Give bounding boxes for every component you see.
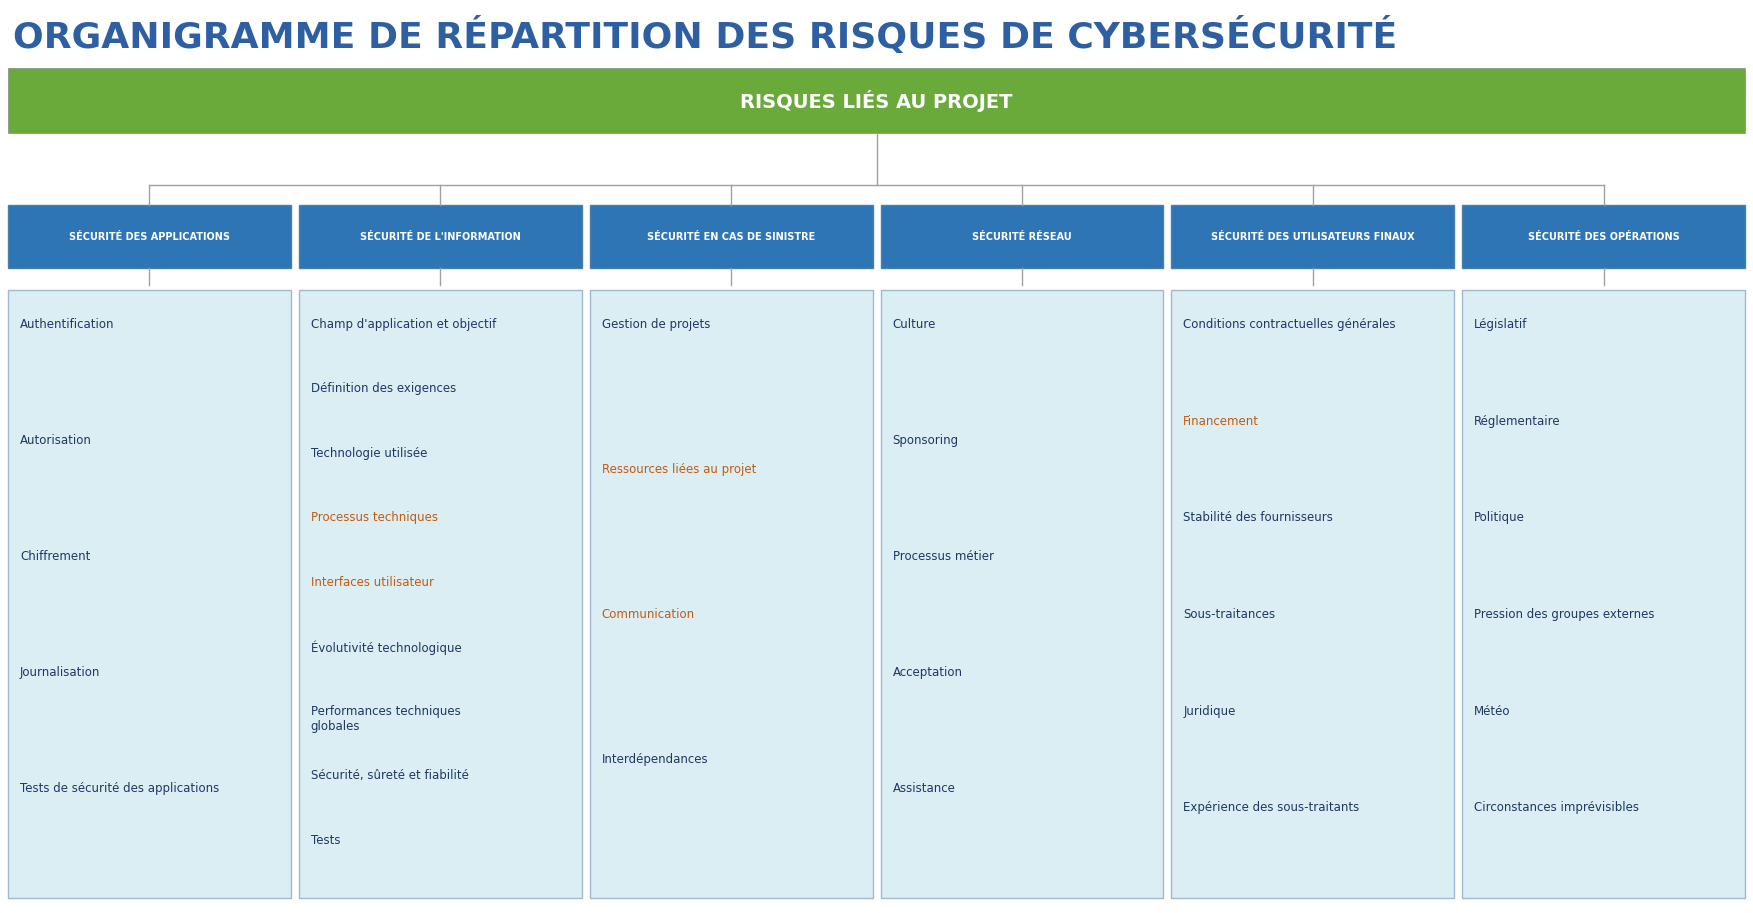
Text: Technologie utilisée: Technologie utilisée	[310, 446, 428, 460]
Text: Culture: Culture	[892, 318, 936, 331]
Text: Météo: Météo	[1474, 705, 1511, 718]
Text: Assistance: Assistance	[892, 782, 955, 795]
Text: Tests de sécurité des applications: Tests de sécurité des applications	[19, 782, 219, 795]
Text: Processus métier: Processus métier	[892, 550, 994, 563]
Text: Performances techniques
globales: Performances techniques globales	[310, 705, 461, 732]
Text: Autorisation: Autorisation	[19, 434, 91, 447]
Text: Ressources liées au projet: Ressources liées au projet	[601, 463, 756, 476]
Text: Journalisation: Journalisation	[19, 666, 100, 679]
Text: Pression des groupes externes: Pression des groupes externes	[1474, 608, 1655, 621]
Text: SÉCURITÉ DES UTILISATEURS FINAUX: SÉCURITÉ DES UTILISATEURS FINAUX	[1211, 232, 1415, 242]
Bar	[589, 290, 873, 898]
Bar	[589, 205, 873, 268]
Bar	[1171, 205, 1455, 268]
Bar	[298, 205, 582, 268]
Text: SÉCURITÉ RÉSEAU: SÉCURITÉ RÉSEAU	[973, 232, 1071, 242]
Text: Chiffrement: Chiffrement	[19, 550, 91, 563]
Text: Expérience des sous-traitants: Expérience des sous-traitants	[1183, 802, 1360, 814]
Text: Interfaces utilisateur: Interfaces utilisateur	[310, 576, 433, 589]
Text: Politique: Politique	[1474, 511, 1525, 524]
Bar	[9, 290, 291, 898]
Text: Financement: Financement	[1183, 415, 1259, 427]
Text: Réglementaire: Réglementaire	[1474, 415, 1560, 427]
Text: Législatif: Législatif	[1474, 318, 1527, 331]
Text: ORGANIGRAMME DE RÉPARTITION DES RISQUES DE CYBERSÉCURITÉ: ORGANIGRAMME DE RÉPARTITION DES RISQUES …	[12, 17, 1397, 56]
Bar	[1171, 290, 1455, 898]
Text: Sécurité, sûreté et fiabilité: Sécurité, sûreté et fiabilité	[310, 769, 468, 782]
Bar	[298, 290, 582, 898]
Text: Circonstances imprévisibles: Circonstances imprévisibles	[1474, 802, 1639, 814]
Text: Stabilité des fournisseurs: Stabilité des fournisseurs	[1183, 511, 1334, 524]
Text: RISQUES LIÉS AU PROJET: RISQUES LIÉS AU PROJET	[740, 89, 1013, 111]
Bar	[0, 5, 1753, 68]
Text: Communication: Communication	[601, 608, 694, 621]
Bar	[9, 68, 1744, 133]
Text: Conditions contractuelles générales: Conditions contractuelles générales	[1183, 318, 1395, 331]
Text: Juridique: Juridique	[1183, 705, 1236, 718]
Bar	[1462, 290, 1744, 898]
Text: Authentification: Authentification	[19, 318, 114, 331]
Text: Champ d'application et objectif: Champ d'application et objectif	[310, 318, 496, 331]
Text: Sous-traitances: Sous-traitances	[1183, 608, 1276, 621]
Text: SÉCURITÉ DE L'INFORMATION: SÉCURITÉ DE L'INFORMATION	[359, 232, 521, 242]
Bar	[880, 290, 1164, 898]
Bar	[880, 205, 1164, 268]
Text: SÉCURITÉ DES OPÉRATIONS: SÉCURITÉ DES OPÉRATIONS	[1527, 232, 1679, 242]
Text: Définition des exigences: Définition des exigences	[310, 383, 456, 395]
Text: Tests: Tests	[310, 834, 340, 846]
Text: Interdépendances: Interdépendances	[601, 753, 708, 766]
Bar	[1462, 205, 1744, 268]
Text: Processus techniques: Processus techniques	[310, 511, 438, 524]
Bar	[9, 205, 291, 268]
Text: SÉCURITÉ EN CAS DE SINISTRE: SÉCURITÉ EN CAS DE SINISTRE	[647, 232, 815, 242]
Text: Évolutivité technologique: Évolutivité technologique	[310, 640, 461, 655]
Text: Sponsoring: Sponsoring	[892, 434, 959, 447]
Text: Acceptation: Acceptation	[892, 666, 962, 679]
Text: SÉCURITÉ DES APPLICATIONS: SÉCURITÉ DES APPLICATIONS	[68, 232, 230, 242]
Text: Gestion de projets: Gestion de projets	[601, 318, 710, 331]
